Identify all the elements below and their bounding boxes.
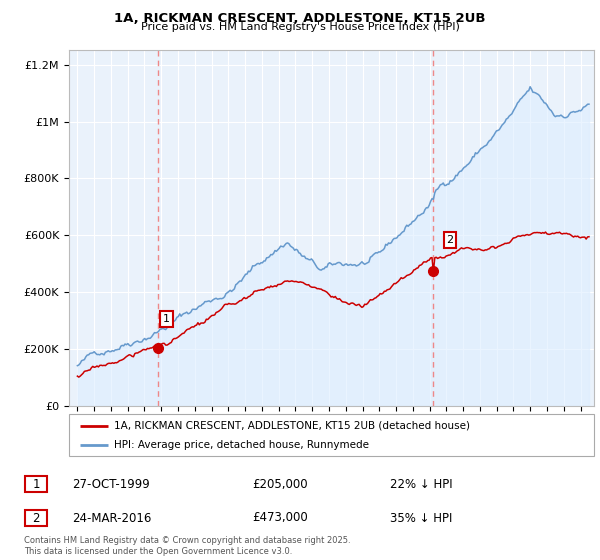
Text: HPI: Average price, detached house, Runnymede: HPI: Average price, detached house, Runn… <box>113 440 368 450</box>
Text: 22% ↓ HPI: 22% ↓ HPI <box>390 478 452 491</box>
Text: Contains HM Land Registry data © Crown copyright and database right 2025.
This d: Contains HM Land Registry data © Crown c… <box>24 536 350 556</box>
Text: Price paid vs. HM Land Registry's House Price Index (HPI): Price paid vs. HM Land Registry's House … <box>140 22 460 32</box>
FancyBboxPatch shape <box>25 477 47 492</box>
Text: 27-OCT-1999: 27-OCT-1999 <box>72 478 150 491</box>
Text: £473,000: £473,000 <box>252 511 308 525</box>
Text: 24-MAR-2016: 24-MAR-2016 <box>72 511 151 525</box>
Text: 1A, RICKMAN CRESCENT, ADDLESTONE, KT15 2UB: 1A, RICKMAN CRESCENT, ADDLESTONE, KT15 2… <box>114 12 486 25</box>
Text: 1: 1 <box>163 314 170 324</box>
FancyBboxPatch shape <box>69 414 594 456</box>
Text: 1A, RICKMAN CRESCENT, ADDLESTONE, KT15 2UB (detached house): 1A, RICKMAN CRESCENT, ADDLESTONE, KT15 2… <box>113 421 470 431</box>
Text: 2: 2 <box>446 235 454 245</box>
Text: £205,000: £205,000 <box>252 478 308 491</box>
Text: 35% ↓ HPI: 35% ↓ HPI <box>390 511 452 525</box>
Text: 2: 2 <box>32 511 40 525</box>
FancyBboxPatch shape <box>25 510 47 526</box>
Text: 1: 1 <box>32 478 40 491</box>
